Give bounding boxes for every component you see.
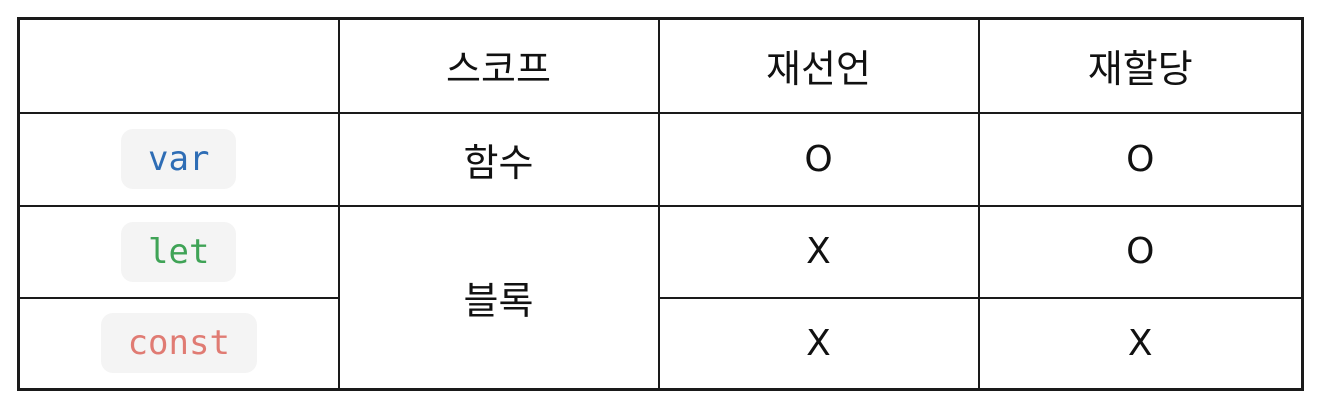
scope-cell-block: 블록 <box>337 204 660 391</box>
scope-cell-function: 함수 <box>337 111 660 207</box>
keyword-cell: let <box>17 204 340 299</box>
keyword-cell: var <box>17 111 340 207</box>
keyword-var: var <box>121 129 237 189</box>
comparison-table: 스코프 재선언 재할당 var 함수 O O let 블록 X O const … <box>17 17 1304 391</box>
header-row: 스코프 재선언 재할당 <box>17 17 1304 114</box>
table-row-const: const X X <box>17 296 1304 391</box>
keyword-let: let <box>121 221 237 282</box>
header-reassign: 재할당 <box>977 17 1304 114</box>
reassign-cell: O <box>977 111 1304 207</box>
redeclare-cell: O <box>657 111 980 207</box>
reassign-cell: X <box>977 296 1304 391</box>
reassign-cell: O <box>977 204 1304 299</box>
table-row-var: var 함수 O O <box>17 111 1304 207</box>
header-redeclare: 재선언 <box>657 17 980 114</box>
keyword-const: const <box>100 313 257 374</box>
redeclare-cell: X <box>657 204 980 299</box>
redeclare-cell: X <box>657 296 980 391</box>
keyword-cell: const <box>17 296 340 391</box>
header-scope: 스코프 <box>337 17 660 114</box>
header-empty-cell <box>17 17 340 114</box>
table-row-let: let 블록 X O <box>17 204 1304 391</box>
